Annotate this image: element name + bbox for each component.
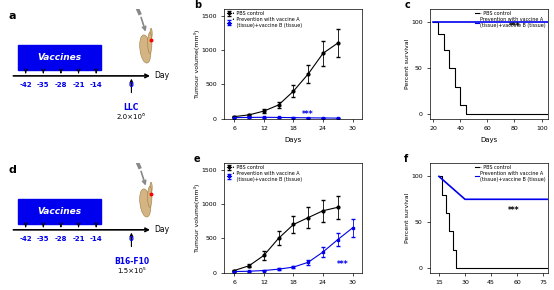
Text: LLC: LLC: [124, 103, 139, 112]
Text: 0: 0: [129, 236, 134, 242]
Text: c: c: [404, 0, 410, 10]
Text: -21: -21: [73, 236, 85, 242]
Text: -35: -35: [37, 236, 49, 242]
Circle shape: [148, 186, 152, 207]
Text: 0: 0: [129, 82, 134, 88]
Bar: [18, 199, 101, 224]
Text: -42: -42: [19, 82, 32, 88]
Y-axis label: Percent survival: Percent survival: [404, 39, 409, 89]
Text: -35: -35: [37, 82, 49, 88]
X-axis label: Days: Days: [481, 137, 498, 143]
Text: ***: ***: [337, 260, 348, 269]
Text: f: f: [404, 154, 408, 164]
Text: b: b: [194, 0, 201, 10]
Circle shape: [150, 182, 152, 193]
Text: e: e: [194, 154, 201, 164]
Text: Day: Day: [154, 71, 169, 80]
Text: d: d: [8, 165, 16, 175]
Y-axis label: Percent survival: Percent survival: [404, 193, 409, 243]
Text: -28: -28: [55, 236, 67, 242]
Circle shape: [148, 32, 152, 53]
Text: -14: -14: [90, 236, 102, 242]
Ellipse shape: [140, 189, 151, 217]
Ellipse shape: [140, 35, 151, 63]
Text: a: a: [8, 11, 16, 21]
Y-axis label: Tumour volume(mm³): Tumour volume(mm³): [194, 30, 200, 98]
Legend: - PBS control, Prevention with vaccine A
(tissue)+vaccine B (tissue): - PBS control, Prevention with vaccine A…: [475, 165, 546, 182]
Text: ***: ***: [508, 206, 520, 215]
Text: B16-F10: B16-F10: [114, 257, 149, 266]
Text: Day: Day: [154, 225, 169, 234]
Legend: • PBS control, • Prevention with vaccine A
   (tissue)+vaccine B (tissue): • PBS control, • Prevention with vaccine…: [227, 165, 302, 182]
Text: ***: ***: [302, 110, 314, 119]
Text: ***: ***: [509, 22, 520, 31]
Y-axis label: Tumour volume(mm³): Tumour volume(mm³): [194, 184, 200, 252]
Legend: • PBS control, • Prevention with vaccine A
   (tissue)+vaccine B (tissue): • PBS control, • Prevention with vaccine…: [227, 11, 302, 28]
Circle shape: [150, 28, 152, 39]
Text: -28: -28: [55, 82, 67, 88]
Text: Vaccines: Vaccines: [38, 207, 82, 216]
Text: 1.5×10⁵: 1.5×10⁵: [117, 268, 146, 274]
Text: -14: -14: [90, 82, 102, 88]
X-axis label: Days: Days: [285, 137, 302, 143]
Legend: - PBS control, Prevention with vaccine A
(tissue)+vaccine B (tissue): - PBS control, Prevention with vaccine A…: [475, 11, 546, 28]
Text: 2.0×10⁶: 2.0×10⁶: [117, 114, 146, 120]
Text: Vaccines: Vaccines: [38, 53, 82, 62]
Text: -21: -21: [73, 82, 85, 88]
Text: -42: -42: [19, 236, 32, 242]
Bar: [18, 45, 101, 70]
